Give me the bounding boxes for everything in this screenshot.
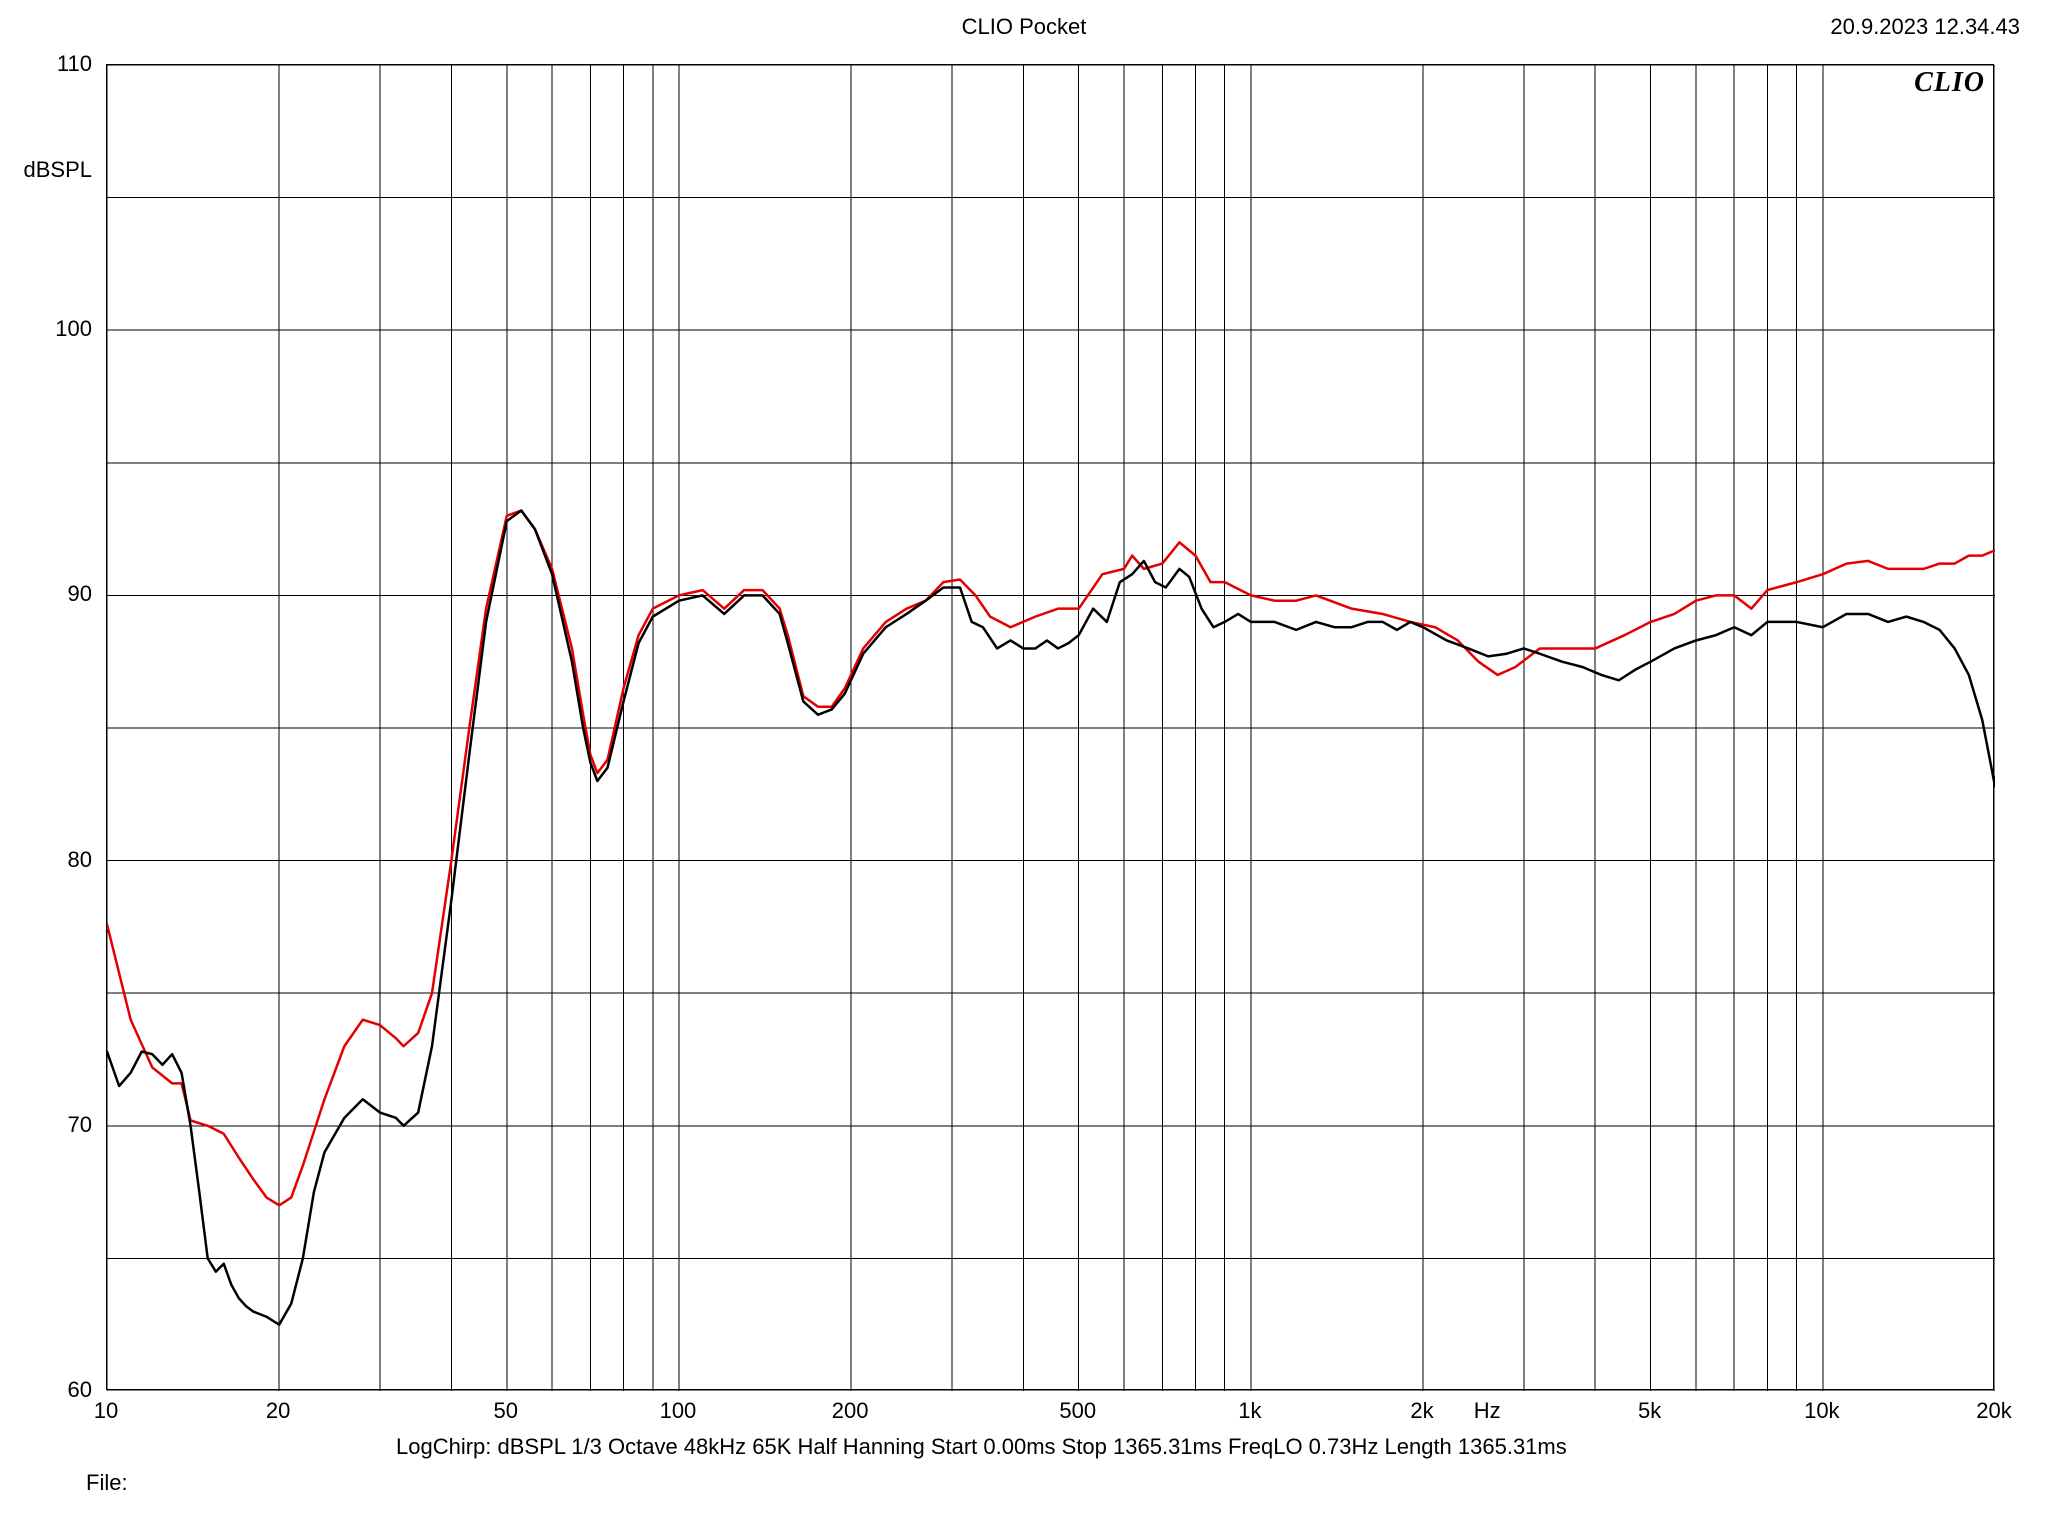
y-axis-unit: dBSPL [12,157,92,183]
x-tick-label: 10k [1804,1398,1839,1424]
y-tick-label: 110 [12,51,92,77]
y-tick-label: 100 [12,316,92,342]
y-axis-labels: 60708090100110dBSPL [18,64,98,1390]
x-tick-label: 100 [660,1398,697,1424]
y-tick-label: 70 [12,1112,92,1138]
y-tick-label: 60 [12,1377,92,1403]
chart-timestamp: 20.9.2023 12.34.43 [1830,14,2020,40]
clio-watermark: CLIO [1914,67,1985,99]
file-label: File: [86,1470,128,1496]
plot-svg [107,65,1995,1391]
x-tick-label: 20 [266,1398,290,1424]
y-tick-label: 90 [12,581,92,607]
x-tick-label: 500 [1059,1398,1096,1424]
x-tick-label: 1k [1238,1398,1261,1424]
x-tick-label: 200 [832,1398,869,1424]
x-tick-label: 2k [1410,1398,1433,1424]
x-tick-label: 10 [94,1398,118,1424]
plot-area: CLIO [106,64,1994,1390]
y-tick-label: 80 [12,847,92,873]
footer-params: LogChirp: dBSPL 1/3 Octave 48kHz 65K Hal… [396,1434,1567,1460]
x-tick-label: 50 [494,1398,518,1424]
x-tick-label: 20k [1976,1398,2011,1424]
x-axis-unit: Hz [1474,1398,1501,1424]
x-tick-label: 5k [1638,1398,1661,1424]
chart-title: CLIO Pocket [0,14,2048,40]
chart-container: CLIO Pocket 20.9.2023 12.34.43 CLIO 6070… [0,0,2048,1536]
